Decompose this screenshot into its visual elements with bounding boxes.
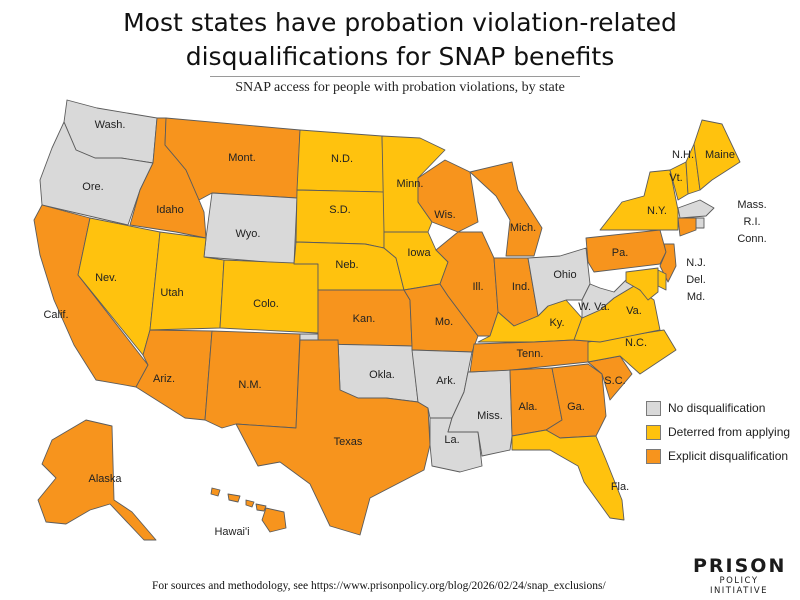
state-label-md: Md.	[687, 291, 705, 303]
state-label-ks: Kan.	[353, 313, 376, 325]
legend-swatch-none	[646, 400, 661, 416]
state-label-hi: Hawai'i	[214, 526, 249, 538]
prison-policy-initiative-logo: PRISON POLICY INITIATIVE	[693, 556, 785, 596]
state-de[interactable]	[657, 269, 667, 291]
state-label-az: Ariz.	[153, 373, 175, 385]
state-hi[interactable]	[210, 487, 287, 533]
logo-wordmark: PRISON	[693, 555, 787, 577]
state-label-or: Ore.	[82, 181, 103, 193]
state-label-mn: Minn.	[397, 178, 424, 190]
legend-item-none: No disqualification	[646, 396, 790, 420]
state-label-co: Colo.	[253, 298, 279, 310]
state-label-ky: Ky.	[549, 317, 564, 329]
state-co[interactable]	[219, 259, 319, 334]
state-label-ne: Neb.	[335, 259, 358, 271]
state-label-me: Maine	[705, 149, 735, 161]
state-nc[interactable]	[587, 329, 677, 375]
state-label-mi: Mich.	[510, 222, 536, 234]
state-label-oh: Ohio	[553, 269, 576, 281]
state-wi[interactable]	[417, 159, 479, 233]
state-ny[interactable]	[599, 169, 679, 231]
state-label-ut: Utah	[160, 287, 183, 299]
state-label-ms: Miss.	[477, 410, 503, 422]
state-label-ri: R.I.	[743, 216, 760, 228]
state-label-sc: S.C.	[604, 375, 625, 387]
state-label-ny: N.Y.	[647, 205, 667, 217]
legend: No disqualification Deterred from applyi…	[646, 396, 790, 468]
state-label-nv: Nev.	[95, 272, 117, 284]
legend-label-deterred: Deterred from applying	[668, 425, 791, 439]
state-ma[interactable]	[677, 199, 715, 219]
state-label-ok: Okla.	[369, 369, 395, 381]
state-label-ma: Mass.	[737, 199, 766, 211]
state-label-tx: Texas	[334, 436, 363, 448]
state-il[interactable]	[435, 231, 499, 337]
subtitle: SNAP access for people with probation vi…	[235, 80, 565, 95]
state-label-al: Ala.	[519, 401, 538, 413]
state-label-ct: Conn.	[737, 233, 766, 245]
legend-label-none: No disqualification	[668, 401, 766, 415]
state-me[interactable]	[693, 119, 741, 191]
state-label-wi: Wis.	[434, 209, 455, 221]
state-label-tn: Tenn.	[517, 348, 544, 360]
state-label-ia: Iowa	[407, 247, 431, 259]
state-label-mt: Mont.	[228, 152, 256, 164]
state-label-va: Va.	[626, 305, 642, 317]
state-label-id: Idaho	[156, 204, 184, 216]
state-ak[interactable]	[37, 419, 157, 541]
state-label-in: Ind.	[512, 281, 530, 293]
state-label-mo: Mo.	[435, 316, 453, 328]
state-label-wa: Wash.	[95, 119, 126, 131]
state-mi[interactable]	[469, 161, 543, 257]
title-line-1: Most states have probation violation-rel…	[123, 8, 677, 37]
state-label-nd: N.D.	[331, 153, 353, 165]
state-label-nh: N.H.	[672, 149, 694, 161]
state-label-nc: N.C.	[625, 337, 647, 349]
legend-label-explicit: Explicit disqualification	[668, 449, 789, 463]
state-label-la: La.	[444, 434, 459, 446]
legend-item-deterred: Deterred from applying	[646, 420, 790, 444]
state-label-pa: Pa.	[612, 247, 629, 259]
source-note: For sources and methodology, see https:/…	[152, 580, 606, 592]
state-fl[interactable]	[511, 429, 625, 521]
legend-item-explicit: Explicit disqualification	[646, 444, 790, 468]
state-label-sd: S.D.	[329, 204, 350, 216]
state-label-de: Del.	[686, 274, 706, 286]
title-divider	[210, 76, 580, 77]
state-md[interactable]	[625, 267, 659, 301]
state-wy[interactable]	[203, 192, 298, 265]
state-label-nm: N.M.	[238, 379, 261, 391]
state-label-nj: N.J.	[686, 257, 706, 269]
state-ri[interactable]	[695, 217, 705, 229]
state-label-ak: Alaska	[88, 473, 122, 485]
state-tx[interactable]	[235, 339, 431, 536]
legend-swatch-deterred	[646, 424, 661, 440]
state-sd[interactable]	[295, 189, 385, 249]
state-label-il: Ill.	[473, 281, 484, 293]
logo-subtitle: POLICY INITIATIVE	[709, 576, 769, 596]
chart-title: Most states have probation violation-rel…	[0, 6, 800, 74]
state-ct[interactable]	[677, 217, 697, 237]
state-label-fl: Fla.	[611, 481, 629, 493]
legend-swatch-explicit	[646, 448, 661, 464]
state-label-ga: Ga.	[567, 401, 585, 413]
state-label-wy: Wyo.	[236, 228, 261, 240]
title-line-2: disqualifications for SNAP benefits	[185, 42, 615, 71]
state-label-wv: W. Va.	[578, 301, 610, 313]
state-label-ar: Ark.	[436, 375, 456, 387]
state-label-ca: Calif.	[43, 309, 68, 321]
state-label-vt: Vt.	[669, 172, 682, 184]
